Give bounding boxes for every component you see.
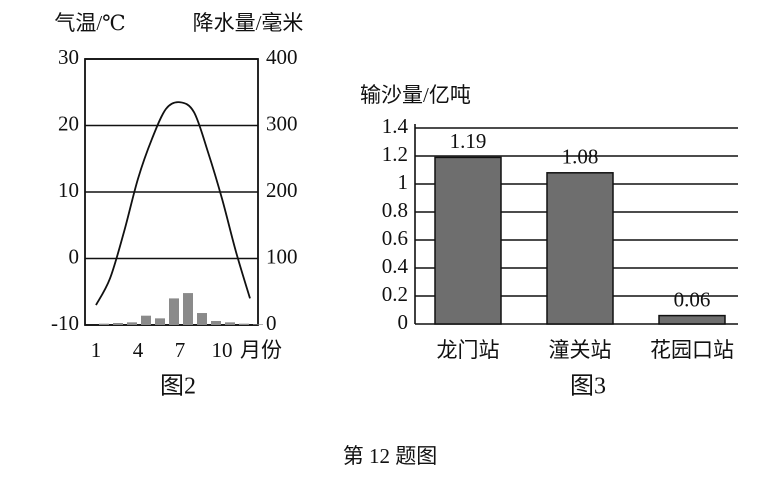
y2-axis-label: 降水量/毫米 — [193, 11, 304, 35]
bar — [434, 156, 502, 325]
bar — [546, 172, 614, 325]
x-axis-label: 月份 — [240, 338, 282, 362]
temperature-line — [95, 101, 251, 306]
y2-tick-label: 100 — [266, 244, 298, 268]
y-tick-label: 0.4 — [382, 254, 409, 278]
x-tick-label: 7 — [175, 338, 186, 362]
chart-caption: 图2 — [160, 374, 196, 400]
y-axis-label: 输沙量/亿吨 — [360, 83, 471, 107]
precipitation-bar — [113, 323, 123, 325]
x-tick-label: 1 — [91, 338, 102, 362]
precipitation-bar — [183, 293, 193, 325]
precipitation-bar — [169, 298, 179, 325]
y2-tick-label: 300 — [266, 111, 298, 135]
precipitation-bar — [99, 323, 109, 325]
y-tick-label: 0.6 — [382, 226, 408, 250]
y-tick-label: 0 — [398, 310, 409, 334]
y-tick-label: 1 — [398, 170, 409, 194]
bar — [658, 314, 726, 325]
precipitation-bar — [141, 315, 151, 325]
x-tick-label: 龙门站 — [437, 338, 500, 362]
y-tick-label: 20 — [58, 111, 79, 135]
figure-caption: 第 12 题图 — [343, 444, 438, 468]
precipitation-bar — [211, 321, 221, 325]
precipitation-bar — [155, 318, 165, 325]
y-axis-label: 气温/℃ — [54, 11, 125, 35]
chart-caption: 图3 — [570, 374, 606, 400]
x-tick-label: 4 — [133, 338, 144, 362]
y2-tick-label: 400 — [266, 45, 298, 69]
y2-tick-label: 200 — [266, 178, 298, 202]
y-tick-label: 0.2 — [382, 282, 408, 306]
precipitation-bar — [197, 313, 207, 325]
y-tick-label: 0 — [69, 244, 80, 268]
y-tick-label: 1.4 — [382, 114, 409, 138]
y2-tick-label: 0 — [266, 311, 277, 335]
y-tick-label: 0.8 — [382, 198, 408, 222]
precipitation-bar — [239, 323, 249, 325]
y-tick-label: 30 — [58, 45, 79, 69]
precipitation-bar — [127, 322, 137, 325]
y-tick-label: 1.2 — [382, 142, 408, 166]
value-label: 1.19 — [450, 129, 487, 153]
x-tick-label: 潼关站 — [549, 338, 612, 362]
y-tick-label: 10 — [58, 178, 79, 202]
precipitation-bar — [253, 324, 263, 325]
x-tick-label: 10 — [212, 338, 233, 362]
x-tick-label: 花园口站 — [650, 338, 734, 362]
value-label: 1.08 — [562, 145, 599, 169]
value-label: 0.06 — [674, 287, 711, 311]
y-tick-label: -10 — [51, 311, 79, 335]
precipitation-bar — [225, 322, 235, 325]
